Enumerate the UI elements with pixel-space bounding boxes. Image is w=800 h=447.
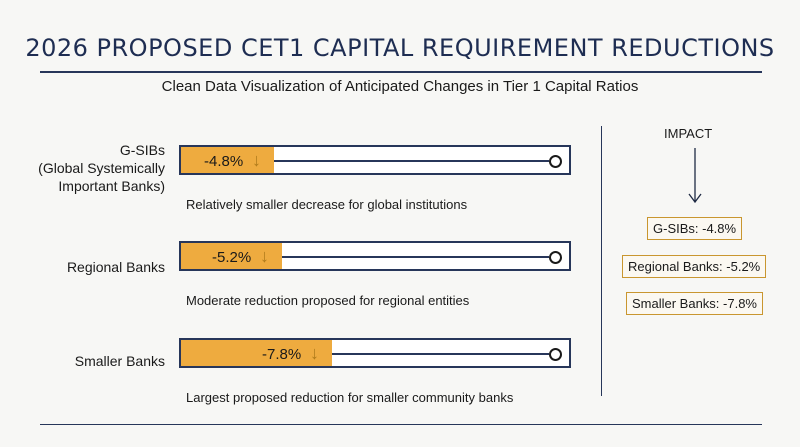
bar-value-label: -4.8% bbox=[204, 153, 244, 170]
impact-badge: G-SIBs: -4.8% bbox=[647, 217, 743, 240]
bar bbox=[181, 147, 274, 173]
bottom-divider bbox=[40, 424, 762, 425]
impact-badge: Smaller Banks: -7.8% bbox=[626, 292, 763, 315]
category-label: Smaller Banks bbox=[74, 353, 165, 369]
track-end-marker bbox=[549, 348, 562, 361]
bar-value-label: -5.2% bbox=[212, 249, 252, 266]
bar-description: Relatively smaller decrease for global i… bbox=[186, 197, 468, 212]
track-end-marker bbox=[549, 155, 562, 168]
category-label: G-SIBs (Global Systemically Important Ba… bbox=[38, 142, 165, 194]
impact-badge: Regional Banks: -5.2% bbox=[622, 255, 767, 278]
bar bbox=[181, 243, 282, 269]
track-end-marker bbox=[549, 251, 562, 264]
bar-description: Moderate reduction proposed for regional… bbox=[186, 293, 470, 308]
bar-track-line bbox=[332, 353, 549, 355]
impact-title: IMPACT bbox=[664, 126, 713, 141]
title-divider bbox=[40, 71, 762, 73]
bar-track: -7.8% ↓ bbox=[179, 338, 571, 368]
down-arrow-icon: ↓ bbox=[310, 343, 319, 363]
section-divider bbox=[601, 126, 602, 396]
bar-description: Largest proposed reduction for smaller c… bbox=[186, 390, 514, 405]
down-arrow-icon: ↓ bbox=[260, 246, 269, 266]
category-label: Regional Banks bbox=[66, 259, 165, 275]
down-arrow-icon: ↓ bbox=[252, 150, 261, 170]
page-subtitle: Clean Data Visualization of Anticipated … bbox=[161, 78, 639, 95]
bar-track-line bbox=[282, 256, 549, 258]
bar-value-label: -7.8% bbox=[262, 346, 302, 363]
page-title: 2026 PROPOSED CET1 CAPITAL REQUIREMENT R… bbox=[25, 34, 775, 62]
bar-track: -5.2% ↓ bbox=[179, 241, 571, 271]
down-arrow-icon bbox=[688, 148, 702, 204]
bar-track: -4.8% ↓ bbox=[179, 145, 571, 175]
bar-track-line bbox=[274, 160, 549, 162]
bar bbox=[181, 340, 332, 366]
